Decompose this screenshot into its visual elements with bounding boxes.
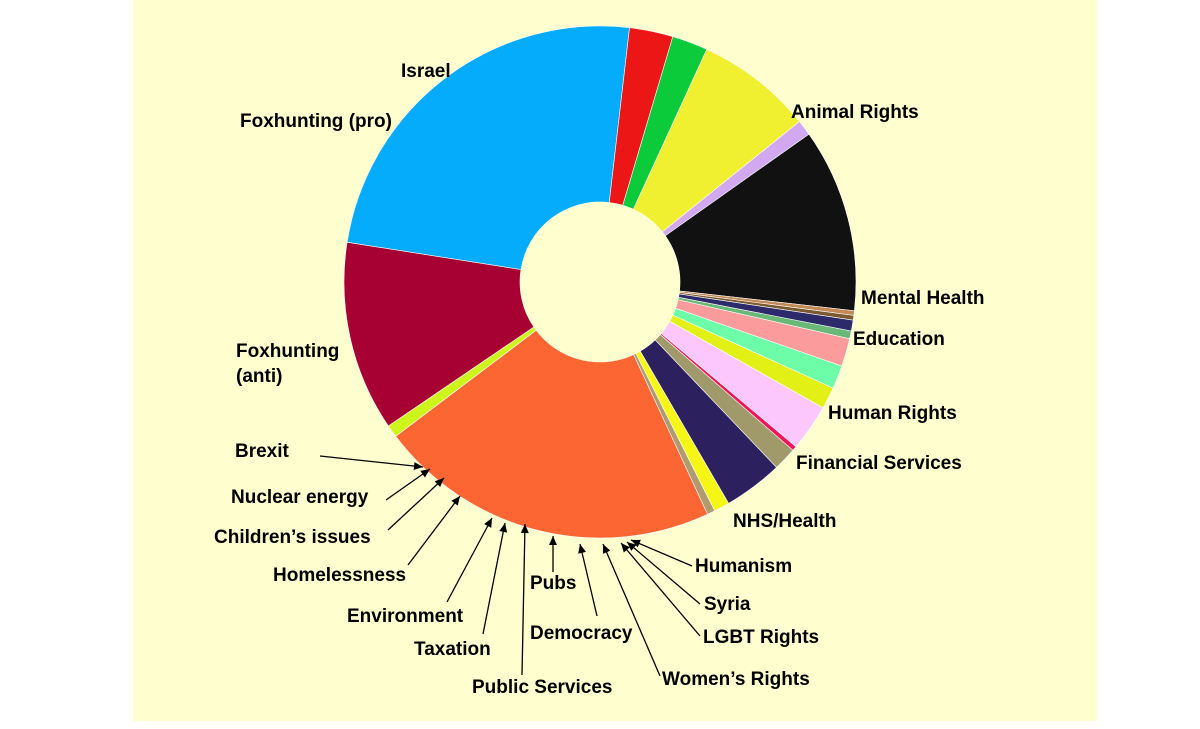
donut-hole (520, 202, 680, 362)
leader-lgbt-rights (620, 542, 701, 637)
label-foxhunting-pro: Foxhunting (pro) (240, 111, 392, 132)
leader-childrens-issues (387, 477, 445, 531)
label-public-services: Public Services (472, 677, 612, 698)
arrowhead-childrens-issues (434, 478, 444, 488)
leader-democracy (579, 543, 598, 617)
leader-public-services (521, 523, 526, 676)
label-israel: Israel (401, 61, 451, 82)
label-womens-rights: Women’s Rights (662, 669, 810, 690)
arrowhead-taxation (499, 523, 508, 533)
arrowhead-homelessness (451, 496, 460, 506)
arrowhead-humanism (631, 539, 641, 548)
label-nhs-health: NHS/Health (733, 511, 836, 532)
slice-foxhunting-anti (395, 329, 708, 539)
label-syria: Syria (704, 594, 751, 615)
label-childrens-issues: Children’s issues (214, 527, 371, 548)
label-democracy: Democracy (530, 623, 633, 644)
label-animal-rights: Animal Rights (791, 102, 919, 123)
leader-homelessness (407, 495, 461, 566)
arrowhead-brexit (413, 462, 423, 471)
label-humanism: Humanism (695, 556, 792, 577)
label-environment: Environment (347, 606, 464, 627)
arrowhead-lgbt-rights (621, 543, 630, 553)
label-pubs: Pubs (530, 573, 576, 594)
arrowhead-syria (627, 542, 637, 551)
leader-taxation (482, 522, 506, 635)
label-lgbt-rights: LGBT Rights (703, 627, 819, 648)
leader-environment (446, 517, 493, 603)
arrowhead-environment (484, 518, 492, 528)
label-foxhunting-anti: Foxhunting (anti) (236, 341, 339, 387)
leader-syria (626, 541, 701, 605)
arrowhead-democracy (578, 544, 586, 554)
arrowhead-public-services (520, 524, 529, 534)
label-homelessness: Homelessness (273, 565, 406, 586)
label-financial-services: Financial Services (796, 453, 962, 474)
label-education: Education (853, 329, 945, 350)
arrowhead-pubs (549, 536, 557, 545)
arrowhead-womens-rights (602, 544, 611, 554)
label-taxation: Taxation (414, 639, 491, 660)
label-mental-health: Mental Health (861, 288, 985, 309)
leader-womens-rights (602, 543, 661, 677)
label-human-rights: Human Rights (828, 403, 957, 424)
leader-brexit (319, 455, 424, 468)
label-nuclear-energy: Nuclear energy (231, 487, 369, 508)
leader-humanism (630, 539, 693, 567)
label-brexit: Brexit (235, 441, 290, 462)
arrowhead-nuclear-energy (420, 469, 430, 478)
